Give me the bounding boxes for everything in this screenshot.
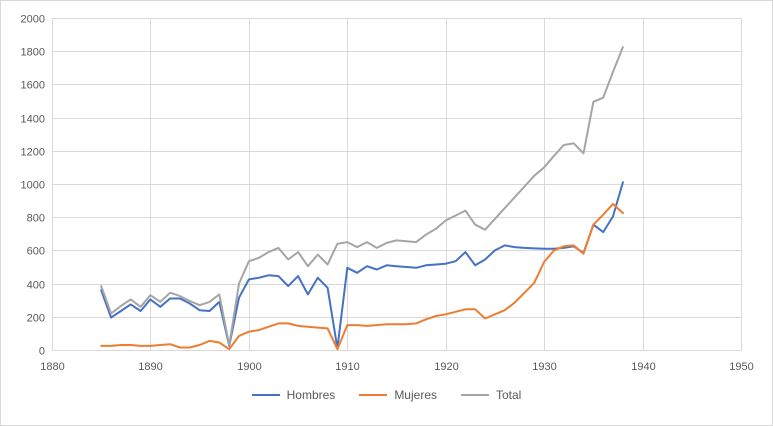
y-tick-label: 0 — [39, 346, 45, 358]
legend-label-total: Total — [496, 388, 522, 402]
y-tick-label: 800 — [27, 213, 45, 225]
y-tick-label: 1200 — [21, 147, 45, 159]
legend-label-hombres: Hombres — [286, 388, 336, 402]
series-total-line — [100, 46, 624, 346]
y-tick-label: 1400 — [21, 114, 45, 126]
y-tick-label: 200 — [27, 313, 45, 325]
y-tick-label: 1000 — [21, 180, 45, 192]
legend-item-hombres: Hombres — [251, 388, 336, 402]
x-tick-label: 1940 — [631, 361, 655, 373]
y-tick-label: 2000 — [21, 14, 45, 26]
x-tick-label: 1950 — [729, 361, 753, 373]
series-mujeres-line — [100, 202, 624, 351]
legend-item-mujeres: Mujeres — [359, 388, 437, 402]
x-tick-label: 1880 — [40, 361, 64, 373]
x-tick-label: 1900 — [237, 361, 261, 373]
legend: Hombres Mujeres Total — [1, 388, 772, 402]
y-tick-label: 600 — [27, 246, 45, 258]
x-tick-label: 1890 — [138, 361, 162, 373]
y-tick-label: 1600 — [21, 80, 45, 92]
x-tick-label: 1930 — [532, 361, 556, 373]
x-tick-label: 1910 — [335, 361, 359, 373]
y-tick-label: 1800 — [21, 47, 45, 59]
legend-item-total: Total — [461, 388, 521, 402]
total-line-swatch — [461, 394, 489, 396]
mujeres-line-swatch — [359, 394, 388, 396]
x-tick-label: 1920 — [434, 361, 458, 373]
y-tick-label: 400 — [27, 280, 45, 292]
plot-border — [52, 18, 742, 351]
series-hombres-line — [100, 181, 624, 350]
legend-label-mujeres: Mujeres — [394, 388, 437, 402]
hombres-line-swatch — [251, 394, 280, 396]
